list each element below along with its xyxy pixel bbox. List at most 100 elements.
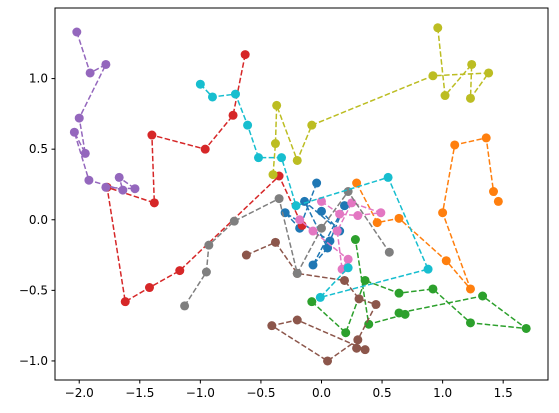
plot-frame	[54, 7, 549, 381]
point	[383, 172, 393, 182]
point	[274, 194, 284, 204]
point	[441, 256, 451, 266]
point	[521, 323, 531, 333]
point	[493, 196, 503, 206]
point	[352, 343, 362, 353]
point	[316, 206, 326, 216]
point	[347, 198, 357, 208]
point	[364, 319, 374, 329]
point	[484, 68, 494, 78]
point	[423, 264, 433, 274]
point	[343, 254, 353, 264]
point	[384, 247, 394, 257]
point	[488, 187, 498, 197]
point	[147, 130, 157, 140]
point	[308, 260, 318, 270]
point	[130, 184, 140, 194]
point	[394, 213, 404, 223]
series-line	[73, 31, 138, 192]
point	[433, 23, 443, 33]
point	[312, 178, 322, 188]
point	[84, 175, 94, 185]
point	[440, 91, 450, 101]
point	[394, 288, 404, 298]
point	[241, 250, 251, 260]
point	[308, 226, 318, 236]
point	[316, 223, 326, 233]
y-tick-label: 0.5	[29, 142, 48, 156]
y-tick-label: 0.0	[29, 213, 48, 227]
y-tick-label: −0.5	[19, 283, 48, 297]
point	[465, 318, 475, 328]
point	[360, 345, 370, 355]
x-tick-label: −1.5	[125, 386, 154, 400]
point	[180, 301, 190, 311]
point	[350, 235, 360, 245]
x-tick-label: −0.5	[246, 386, 275, 400]
point	[315, 292, 325, 302]
point	[467, 59, 477, 69]
point	[195, 79, 205, 89]
point	[292, 268, 302, 278]
point	[340, 275, 350, 285]
point	[371, 299, 381, 309]
series-line	[246, 241, 378, 362]
point	[323, 356, 333, 366]
point	[114, 172, 124, 182]
y-tick-label: 1.0	[29, 72, 48, 86]
point	[253, 153, 263, 163]
point	[201, 267, 211, 277]
point	[341, 328, 351, 338]
point	[376, 208, 386, 218]
point	[465, 284, 475, 294]
series-line	[299, 200, 382, 272]
point	[481, 133, 491, 143]
point	[101, 182, 111, 192]
point	[118, 185, 128, 195]
point	[149, 198, 159, 208]
point	[230, 89, 240, 99]
point	[438, 208, 448, 218]
series-line	[311, 239, 529, 335]
point	[295, 215, 305, 225]
point	[307, 120, 317, 130]
x-tick-label: 0.5	[373, 386, 392, 400]
point	[354, 294, 364, 304]
point	[144, 283, 154, 293]
point	[204, 240, 214, 250]
point	[352, 178, 362, 188]
point	[400, 309, 410, 319]
point	[267, 321, 277, 331]
point	[207, 92, 217, 102]
point	[74, 113, 84, 123]
point	[270, 139, 280, 149]
series-line	[284, 182, 346, 266]
point	[307, 297, 317, 307]
series-line	[272, 27, 491, 175]
point	[80, 148, 90, 158]
point	[85, 68, 95, 78]
point	[228, 110, 238, 120]
point	[272, 100, 282, 110]
point	[353, 211, 363, 221]
point	[243, 120, 253, 130]
point	[360, 275, 370, 285]
point	[101, 59, 111, 69]
series-line	[355, 136, 500, 290]
point	[175, 266, 185, 276]
point	[240, 50, 250, 60]
x-tick-label: −1.0	[186, 386, 215, 400]
x-tick-label: 0.0	[312, 386, 331, 400]
point	[323, 243, 333, 253]
point	[292, 155, 302, 165]
point	[340, 201, 350, 211]
point	[332, 226, 342, 236]
point	[343, 263, 353, 273]
point	[72, 27, 82, 37]
y-tick-label: −1.0	[19, 354, 48, 368]
point	[450, 140, 460, 150]
point	[465, 93, 475, 103]
point	[335, 209, 345, 219]
x-tick-label: −2.0	[65, 386, 94, 400]
